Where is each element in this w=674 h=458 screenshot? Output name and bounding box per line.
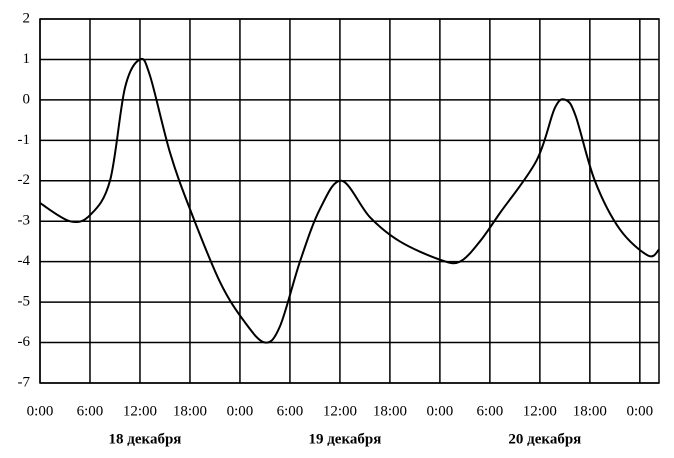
y-tick-label: 2: [23, 10, 31, 26]
plot-frame: [39, 18, 660, 384]
x-tick-label: 6:00: [477, 403, 504, 419]
x-tick-label: 18:00: [173, 403, 207, 419]
x-tick-label: 0:00: [427, 403, 454, 419]
day-label: 20 декабря: [508, 431, 581, 447]
x-tick-label: 0:00: [27, 403, 54, 419]
y-tick-label: -7: [18, 374, 31, 390]
x-tick-label: 12:00: [323, 403, 357, 419]
y-tick-label: -4: [18, 253, 31, 269]
day-label: 19 декабря: [308, 431, 381, 447]
y-tick-label: -2: [18, 172, 31, 188]
y-tick-label: -6: [18, 334, 31, 350]
x-tick-label: 18:00: [573, 403, 607, 419]
x-tick-label: 12:00: [523, 403, 557, 419]
y-tick-label: 1: [23, 51, 31, 67]
x-tick-label: 0:00: [227, 403, 254, 419]
data-line: [39, 57, 660, 344]
y-tick-label: -5: [18, 294, 31, 310]
y-tick-label: 0: [23, 91, 31, 107]
x-tick-label: 18:00: [373, 403, 407, 419]
y-tick-label: -1: [18, 132, 31, 148]
x-tick-label: 6:00: [277, 403, 304, 419]
y-tick-label: -3: [18, 213, 31, 229]
x-tick-label: 6:00: [77, 403, 104, 419]
x-tick-label: 12:00: [123, 403, 157, 419]
day-label: 18 декабря: [109, 431, 182, 447]
x-tick-label: 0:00: [627, 403, 654, 419]
